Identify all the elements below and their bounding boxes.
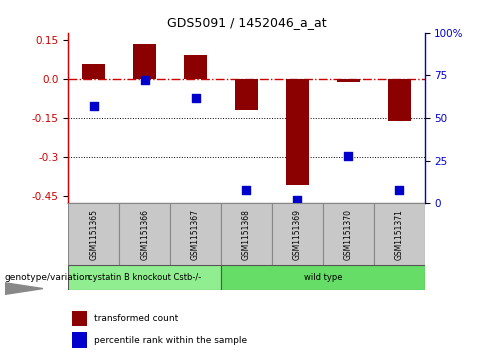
Bar: [374, 203, 425, 265]
Polygon shape: [5, 283, 43, 294]
Bar: [323, 203, 374, 265]
Bar: [235, 79, 258, 110]
Point: [90, 103, 98, 109]
Point: [345, 152, 352, 158]
Bar: [286, 79, 309, 185]
Bar: [272, 203, 323, 265]
Bar: [221, 203, 272, 265]
Bar: [119, 203, 170, 265]
Title: GDS5091 / 1452046_a_at: GDS5091 / 1452046_a_at: [166, 16, 326, 29]
Bar: [221, 265, 425, 290]
Text: GSM1151367: GSM1151367: [191, 209, 200, 260]
Text: genotype/variation: genotype/variation: [5, 273, 91, 282]
Text: GSM1151371: GSM1151371: [395, 209, 404, 260]
Text: GSM1151369: GSM1151369: [293, 209, 302, 260]
Bar: [72, 333, 87, 348]
Text: GSM1151368: GSM1151368: [242, 209, 251, 260]
Bar: [68, 203, 119, 265]
Point: [141, 78, 148, 83]
Bar: [68, 265, 221, 290]
Bar: [82, 64, 105, 79]
Text: wild type: wild type: [304, 273, 342, 282]
Point: [192, 95, 200, 101]
Point: [293, 197, 301, 203]
Text: GSM1151365: GSM1151365: [89, 209, 98, 260]
Bar: [133, 44, 156, 79]
Text: percentile rank within the sample: percentile rank within the sample: [94, 335, 247, 344]
Bar: [72, 311, 87, 326]
Bar: [170, 203, 221, 265]
Text: transformed count: transformed count: [94, 314, 178, 323]
Text: GSM1151366: GSM1151366: [140, 209, 149, 260]
Text: GSM1151370: GSM1151370: [344, 209, 353, 260]
Bar: [387, 79, 410, 121]
Bar: [184, 55, 207, 79]
Point: [243, 187, 250, 192]
Text: cystatin B knockout Cstb-/-: cystatin B knockout Cstb-/-: [88, 273, 201, 282]
Point: [395, 187, 403, 192]
Bar: [337, 79, 360, 82]
